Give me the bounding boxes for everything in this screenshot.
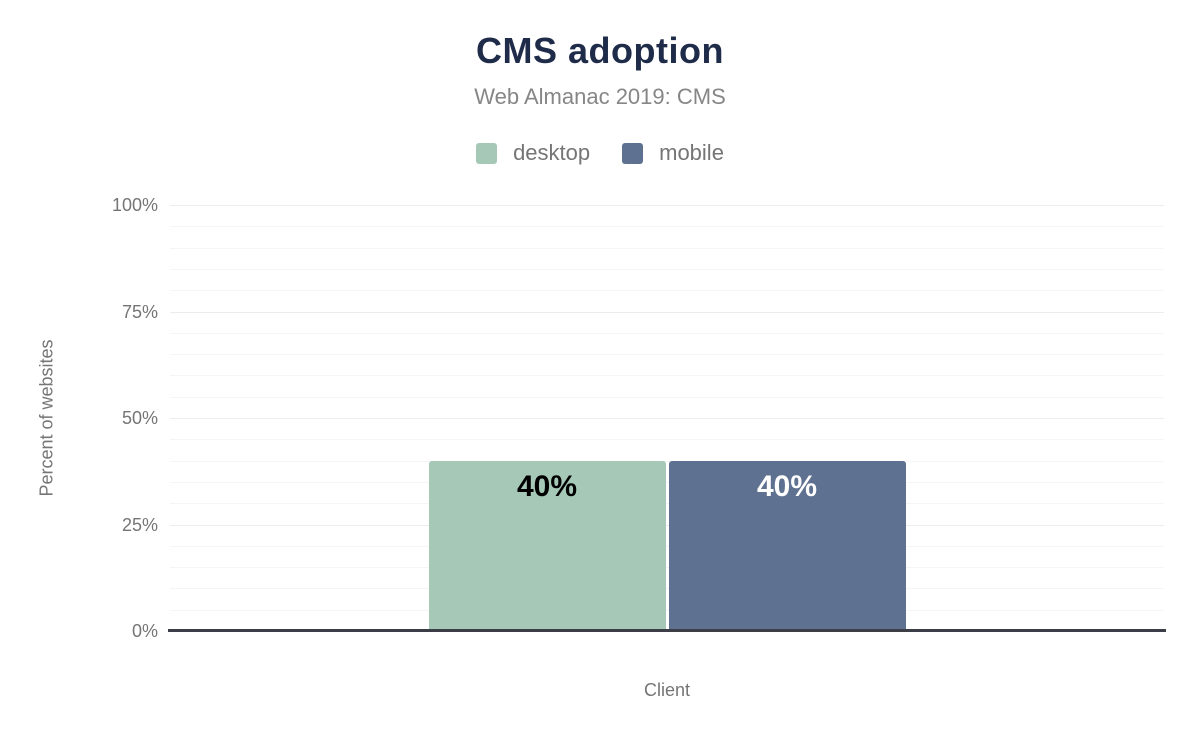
minor-gridline: [170, 290, 1164, 292]
bar-mobile[interactable]: 40%: [668, 460, 906, 631]
bar-value-label: 40%: [516, 469, 578, 503]
minor-gridline: [170, 567, 1164, 569]
legend: desktop mobile: [0, 140, 1200, 166]
minor-gridline: [170, 332, 1164, 334]
legend-label: mobile: [659, 140, 724, 165]
major-gridline: [170, 418, 1164, 419]
chart-subtitle: Web Almanac 2019: CMS: [474, 84, 726, 109]
minor-gridline: [170, 375, 1164, 377]
minor-gridline: [170, 503, 1164, 505]
y-tick-label-75pct: 75%: [121, 301, 158, 322]
minor-gridline: [170, 354, 1164, 356]
y-tick-label-50pct: 50%: [121, 408, 158, 428]
minor-gridline: [170, 609, 1164, 611]
y-axis-title: Percent of websites: [36, 339, 57, 497]
legend-swatch-mobile: [622, 142, 644, 164]
legend-item-mobile: mobile: [622, 140, 724, 166]
minor-gridline: [170, 545, 1164, 547]
legend-swatch-desktop: [476, 142, 498, 164]
minor-gridline: [170, 268, 1164, 270]
chart-title: CMS adoption: [476, 30, 724, 71]
y-tick-label-100pct: 100%: [111, 195, 158, 215]
minor-gridline: [170, 226, 1164, 228]
major-gridline: [170, 311, 1164, 313]
legend-label: desktop: [513, 140, 591, 165]
y-tick-label-0pct: 0%: [131, 621, 158, 641]
bar-value-label: 40%: [756, 469, 818, 503]
minor-gridline: [170, 588, 1164, 590]
minor-gridline: [170, 247, 1164, 249]
minor-gridline: [170, 396, 1164, 398]
minor-gridline: [170, 481, 1164, 483]
x-axis-line: [168, 629, 1166, 632]
minor-gridline: [170, 460, 1164, 462]
major-gridline: [170, 205, 1164, 206]
major-gridline: [170, 524, 1164, 526]
bar-desktop[interactable]: 40%: [428, 460, 666, 631]
x-axis-title: Client: [643, 680, 691, 700]
plot-area: 40% 40%: [168, 205, 1166, 632]
y-tick-label-25pct: 25%: [121, 514, 158, 535]
minor-gridline: [170, 439, 1164, 441]
legend-item-desktop: desktop: [476, 140, 590, 166]
